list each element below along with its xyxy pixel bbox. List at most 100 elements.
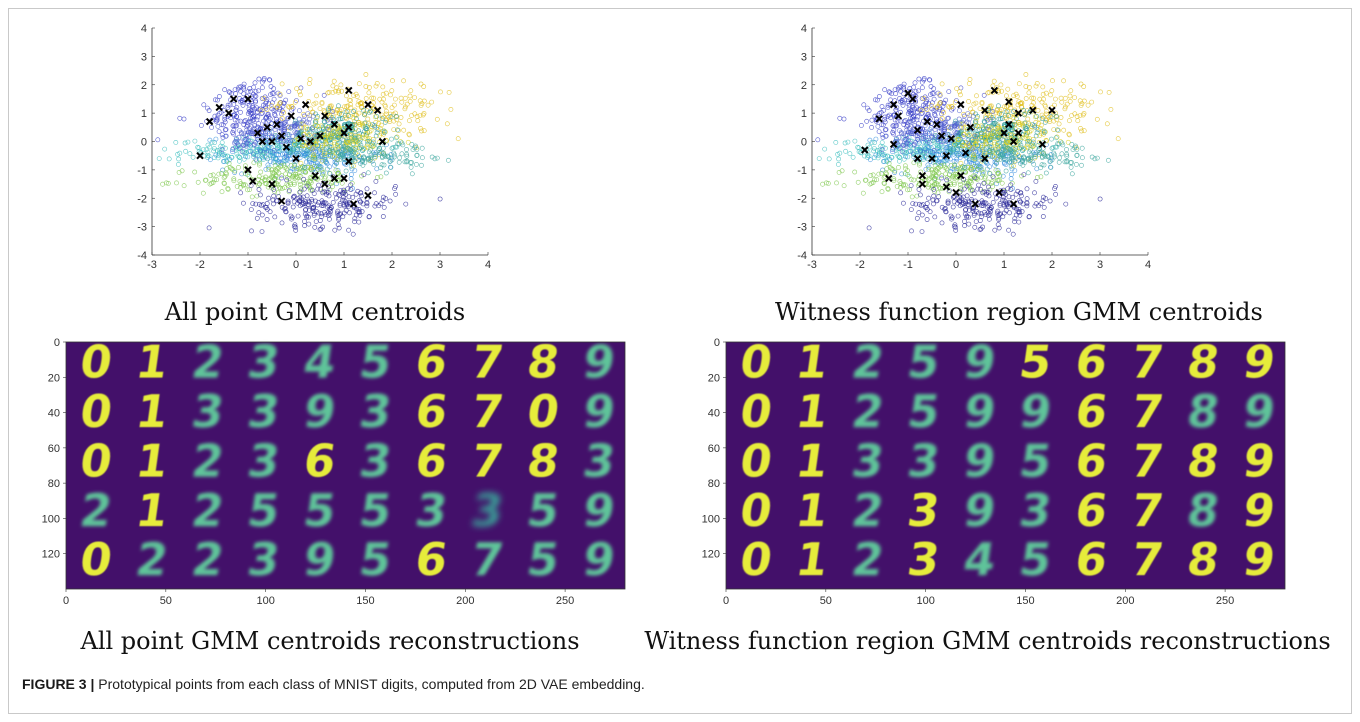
data-point [918, 135, 924, 141]
y-tick-label: 0 [714, 337, 720, 349]
data-point [972, 133, 978, 139]
data-point [327, 170, 332, 176]
data-point [1078, 126, 1083, 131]
data-point [279, 108, 285, 114]
data-point [252, 80, 258, 86]
data-point [952, 171, 958, 177]
data-point [247, 129, 253, 135]
y-tick-label: 0 [801, 137, 807, 149]
data-point [1028, 155, 1034, 161]
data-point [330, 90, 336, 95]
data-point [826, 156, 832, 162]
data-point [977, 132, 983, 137]
data-point [233, 91, 239, 97]
data-point [880, 135, 886, 140]
digit-glyph: 5 [904, 385, 943, 438]
data-point [231, 127, 237, 133]
data-point [368, 128, 374, 133]
data-point [217, 94, 222, 99]
data-point [230, 166, 235, 172]
data-point [991, 78, 997, 84]
data-point [241, 81, 247, 87]
data-point [349, 155, 355, 161]
data-point [371, 95, 376, 101]
data-point [957, 182, 963, 187]
data-point [934, 104, 940, 110]
data-point [898, 84, 904, 90]
digit-glyph: 7 [1128, 385, 1167, 438]
centroid-marker [1029, 106, 1037, 114]
data-point [225, 102, 231, 108]
data-point [346, 139, 352, 144]
data-point [1007, 147, 1013, 153]
data-point [304, 193, 310, 199]
data-point [984, 166, 990, 172]
data-point [302, 207, 308, 213]
data-point [364, 203, 370, 209]
data-point [413, 143, 418, 149]
figure-label: FIGURE 3 | [22, 676, 95, 692]
data-point [1010, 194, 1016, 200]
data-point [378, 174, 384, 180]
data-point [215, 97, 220, 103]
data-point [1059, 151, 1065, 157]
data-point [936, 194, 941, 200]
data-point [271, 86, 277, 92]
data-point [883, 127, 889, 132]
data-point [387, 119, 393, 124]
data-point [1002, 104, 1008, 109]
data-point [836, 161, 841, 167]
data-point [269, 120, 275, 126]
data-point [327, 127, 333, 132]
data-point [396, 159, 402, 165]
data-point [223, 127, 229, 132]
data-point [337, 116, 343, 122]
data-point [911, 177, 917, 183]
data-point [369, 122, 375, 127]
data-point [306, 81, 312, 86]
data-point [404, 147, 409, 152]
data-point [902, 171, 908, 176]
data-point [417, 113, 423, 118]
data-point [402, 95, 408, 101]
data-point [911, 84, 917, 90]
data-point [922, 131, 928, 136]
data-point [383, 108, 389, 114]
data-point [873, 136, 879, 142]
data-point [356, 210, 362, 216]
data-point [1039, 116, 1045, 121]
data-point [375, 108, 381, 113]
data-point [937, 148, 943, 154]
centroid-marker [952, 188, 960, 197]
data-point [392, 186, 397, 191]
data-point [1073, 143, 1078, 149]
centroid-stroke [1005, 120, 1013, 129]
digit-glyph: 2 [848, 534, 887, 587]
y-tick-label: 1 [141, 108, 147, 120]
data-point [294, 130, 300, 135]
data-point [306, 156, 312, 161]
data-point [389, 145, 395, 151]
data-point [399, 99, 405, 105]
digit-glyph: 3 [356, 435, 395, 488]
data-point [953, 130, 959, 136]
data-point [383, 196, 389, 202]
data-point [1066, 118, 1072, 124]
data-point [889, 166, 894, 171]
x-tick-label: -3 [807, 259, 817, 271]
data-point [445, 157, 451, 163]
data-point [196, 145, 202, 151]
data-point [318, 211, 324, 217]
data-point [215, 153, 221, 158]
data-point [263, 105, 269, 111]
data-point [946, 104, 951, 109]
data-point [355, 209, 361, 214]
data-point [357, 199, 363, 205]
data-point [923, 166, 929, 172]
data-point [957, 179, 963, 184]
y-tick-label: 3 [141, 51, 147, 63]
data-point [969, 198, 975, 204]
data-point [253, 156, 259, 162]
data-point [957, 89, 962, 95]
data-point [444, 121, 450, 127]
